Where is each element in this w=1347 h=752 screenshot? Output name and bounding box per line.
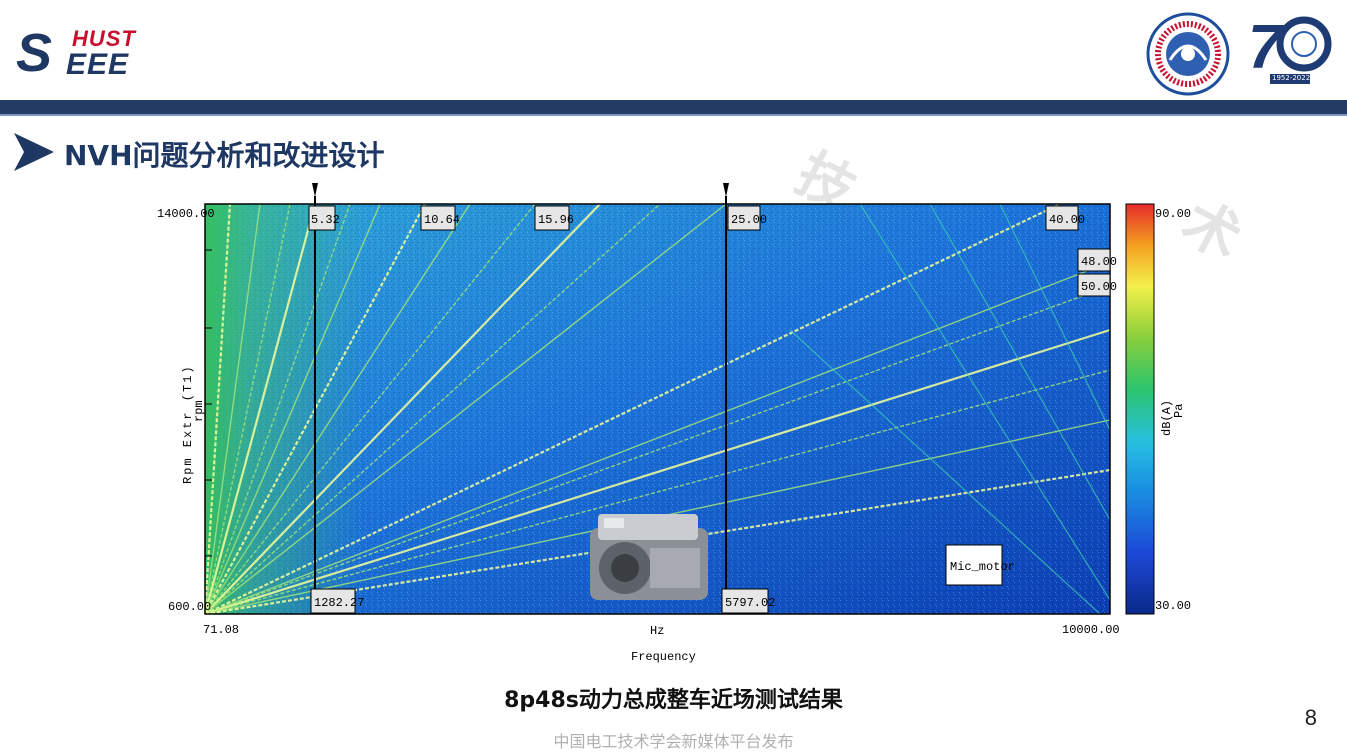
order-line: [789, 329, 1101, 615]
logo-eee: EEE: [66, 48, 130, 81]
order-label: 50.00: [1081, 280, 1117, 294]
x-unit-label: Hz: [650, 624, 664, 638]
anniversary-years: 1952-2022: [1272, 74, 1311, 82]
cursor-handle-2-icon[interactable]: [723, 183, 729, 197]
cursor-value-box: [721, 588, 769, 614]
y-top-label: 14000.00: [157, 207, 215, 221]
order-label-box: [727, 205, 761, 231]
page-number: 8: [1304, 705, 1317, 730]
order-line: [204, 203, 291, 615]
order-line: [999, 203, 1111, 431]
x-left-label: 71.08: [203, 623, 239, 637]
order-line: [203, 203, 232, 615]
legend-label: Mic_motor: [950, 560, 1015, 574]
order-label: 10.64: [424, 213, 460, 227]
powertrain-image: [590, 514, 708, 600]
section-title: NVH问题分析和改进设计: [64, 139, 385, 172]
plot-frame: [204, 203, 1111, 615]
hust-seee-logo: S HUST EEE: [16, 24, 156, 82]
order-label-box: [1077, 273, 1111, 297]
order-line: [204, 369, 1111, 615]
order-line: [204, 203, 381, 615]
order-line: [204, 203, 727, 615]
x-axis-label: Frequency: [631, 650, 696, 664]
cursor-handle-1-icon[interactable]: [312, 183, 318, 197]
cursor-value: 1282.27: [314, 596, 364, 610]
y-axis-unit: rpm: [192, 400, 206, 422]
order-label-box: [1045, 205, 1079, 231]
order-line: [204, 203, 261, 615]
order-label-box: [534, 205, 570, 231]
order-label-box: [1077, 248, 1111, 272]
order-line: [204, 203, 471, 615]
colorbar: [1125, 203, 1155, 615]
colorbar-sub-unit: Pa: [1172, 404, 1186, 418]
header-band: [0, 100, 1347, 114]
anniversary-70-icon: 7: [1248, 13, 1332, 84]
order-line: [204, 261, 1111, 615]
legend-box: [945, 544, 1003, 586]
colorbar-max: 90.00: [1155, 207, 1191, 221]
chevron-right-icon: [14, 133, 54, 171]
order-line: [204, 203, 536, 615]
logo-s: S: [16, 23, 53, 83]
cursor-value: 5797.02: [725, 596, 775, 610]
low-frequency-energy: [205, 204, 365, 614]
order-label: 15.96: [538, 213, 574, 227]
colorbar-min: 30.00: [1155, 599, 1191, 613]
order-line: [929, 203, 1111, 521]
order-label: 5.32: [311, 213, 340, 227]
order-line: [204, 203, 601, 615]
school-emblem-icon: [1146, 12, 1230, 96]
y-axis-label: Rpm Extr (T1): [181, 364, 195, 484]
order-line: [859, 203, 1111, 601]
order-line: [204, 203, 351, 615]
order-line: [204, 203, 1061, 615]
order-line: [204, 203, 661, 615]
order-line: [203, 203, 317, 615]
order-label: 48.00: [1081, 255, 1117, 269]
y-bottom-label: 600.00: [168, 600, 211, 614]
logo-hust: HUST: [72, 26, 136, 51]
order-label-box: [420, 205, 456, 231]
order-line: [204, 328, 1111, 616]
order-label: 25.00: [731, 213, 767, 227]
footer-text: 中国电工技术学会新媒体平台发布: [553, 732, 794, 751]
x-right-label: 10000.00: [1062, 623, 1120, 637]
figure-caption: 8p48s动力总成整车近场测试结果: [504, 688, 843, 713]
order-label-box: [308, 205, 336, 231]
colorbar-unit: dB(A): [1160, 400, 1174, 436]
order-label: 40.00: [1049, 213, 1085, 227]
cursor-value-box: [310, 588, 356, 614]
order-line: [204, 285, 1111, 615]
anniversary-70-logo: 7 1952-2022: [1244, 8, 1334, 98]
y-ticks: [205, 249, 212, 557]
header-band-line: [0, 114, 1347, 116]
order-line: [204, 203, 426, 615]
